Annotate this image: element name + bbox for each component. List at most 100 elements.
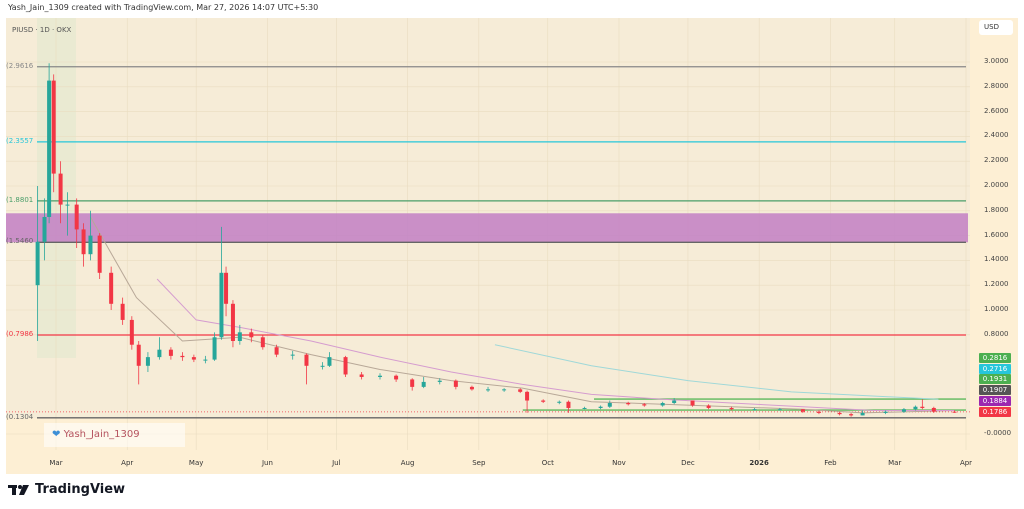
price-badge: 0.1884 [979, 395, 1011, 406]
tradingview-logo-icon [8, 484, 29, 495]
candle [626, 401, 631, 406]
candle [394, 374, 399, 382]
candle-body [47, 80, 52, 217]
currency-button[interactable]: USD [979, 20, 1013, 35]
candle-body [849, 414, 854, 416]
candle-body [642, 404, 647, 406]
candle [65, 192, 70, 236]
candle-body [690, 400, 695, 406]
candle-body [883, 411, 888, 413]
candle [304, 353, 309, 385]
candle-body [327, 357, 332, 366]
candle-body [672, 400, 677, 403]
moving-average-line [90, 216, 955, 414]
candle-body [136, 344, 141, 366]
level-label: 1.5460) [6, 237, 34, 246]
candle [421, 376, 426, 389]
candle-body [219, 272, 224, 338]
x-tick-label: Oct [541, 459, 554, 467]
candle-body [913, 406, 918, 410]
candle-body [453, 380, 458, 387]
candle [410, 378, 415, 391]
candle [690, 400, 695, 407]
candle [249, 328, 254, 343]
candle-body [320, 365, 325, 367]
candle [777, 407, 782, 411]
candle-body [837, 412, 842, 415]
candle-body [129, 319, 134, 345]
candle-body [42, 217, 47, 242]
level-label: 0.1304) [6, 412, 34, 421]
candle-body [81, 229, 86, 255]
price-badge: 0.1931 [979, 374, 1011, 385]
candle-body [145, 357, 150, 366]
candle-body [502, 389, 507, 391]
candle-body [290, 354, 295, 356]
level-label: 2.3557) [6, 136, 34, 145]
tradingview-logo[interactable]: TradingView [8, 482, 125, 497]
candle-body [230, 303, 235, 341]
candle-body [97, 235, 102, 273]
candle-body [777, 409, 782, 411]
candle-body [920, 406, 925, 408]
x-tick-label: Apr [121, 459, 134, 467]
candle [566, 400, 571, 413]
candle [260, 334, 265, 350]
candle [74, 198, 79, 248]
candle [437, 378, 442, 385]
candle [378, 373, 383, 380]
candle-body [191, 357, 196, 360]
candle-body [51, 80, 56, 174]
y-tick-label: -0.0000 [984, 429, 1012, 437]
candle [816, 410, 821, 415]
candle-body [109, 272, 114, 304]
candle [157, 337, 162, 360]
candles [35, 63, 957, 417]
candle [598, 405, 603, 410]
candle [47, 63, 52, 224]
level-label: 0.7986) [6, 329, 34, 338]
moving-average-line [494, 344, 939, 400]
symbol-info: PIUSD · 1D · OKX [12, 26, 72, 34]
candle-body [607, 403, 612, 407]
y-tick-label: 1.8000 [984, 205, 1009, 214]
candle-body [304, 354, 309, 366]
candle [274, 344, 279, 358]
x-tick-label: Mar [888, 459, 902, 467]
candle-body [203, 359, 208, 361]
candle [800, 409, 805, 413]
candle [129, 316, 134, 350]
early-shade [37, 18, 76, 358]
y-tick-label: 3.0000 [984, 57, 1009, 65]
candle [224, 266, 229, 317]
candle [913, 405, 918, 411]
x-tick-label: Feb [824, 459, 837, 467]
candle [136, 341, 141, 385]
candle-body [168, 349, 173, 356]
y-tick-label: 2.0000 [984, 181, 1009, 189]
y-tick-label: 2.8000 [984, 81, 1009, 90]
heart-icon: ❤ [52, 429, 61, 440]
candle [191, 354, 196, 363]
candle-body [237, 332, 242, 341]
x-tick-label: Aug [400, 459, 415, 467]
candle-body [541, 400, 546, 402]
candle-body [860, 412, 865, 416]
candle [557, 400, 562, 405]
author-watermark: ❤ Yash_Jain_1309 [44, 423, 185, 447]
candle-body [394, 375, 399, 380]
candle [920, 399, 925, 410]
candle-body [274, 347, 279, 355]
candle-body [800, 409, 805, 412]
candle-body [752, 409, 757, 411]
candle [486, 386, 491, 392]
candle [518, 388, 523, 394]
candle-body [901, 409, 906, 412]
candle-body [224, 272, 229, 304]
candle [230, 300, 235, 348]
x-tick-label: 2026 [749, 459, 769, 467]
candle-body [120, 303, 125, 320]
candle-body [260, 337, 265, 348]
candle-body [660, 403, 665, 406]
candle [42, 198, 47, 261]
